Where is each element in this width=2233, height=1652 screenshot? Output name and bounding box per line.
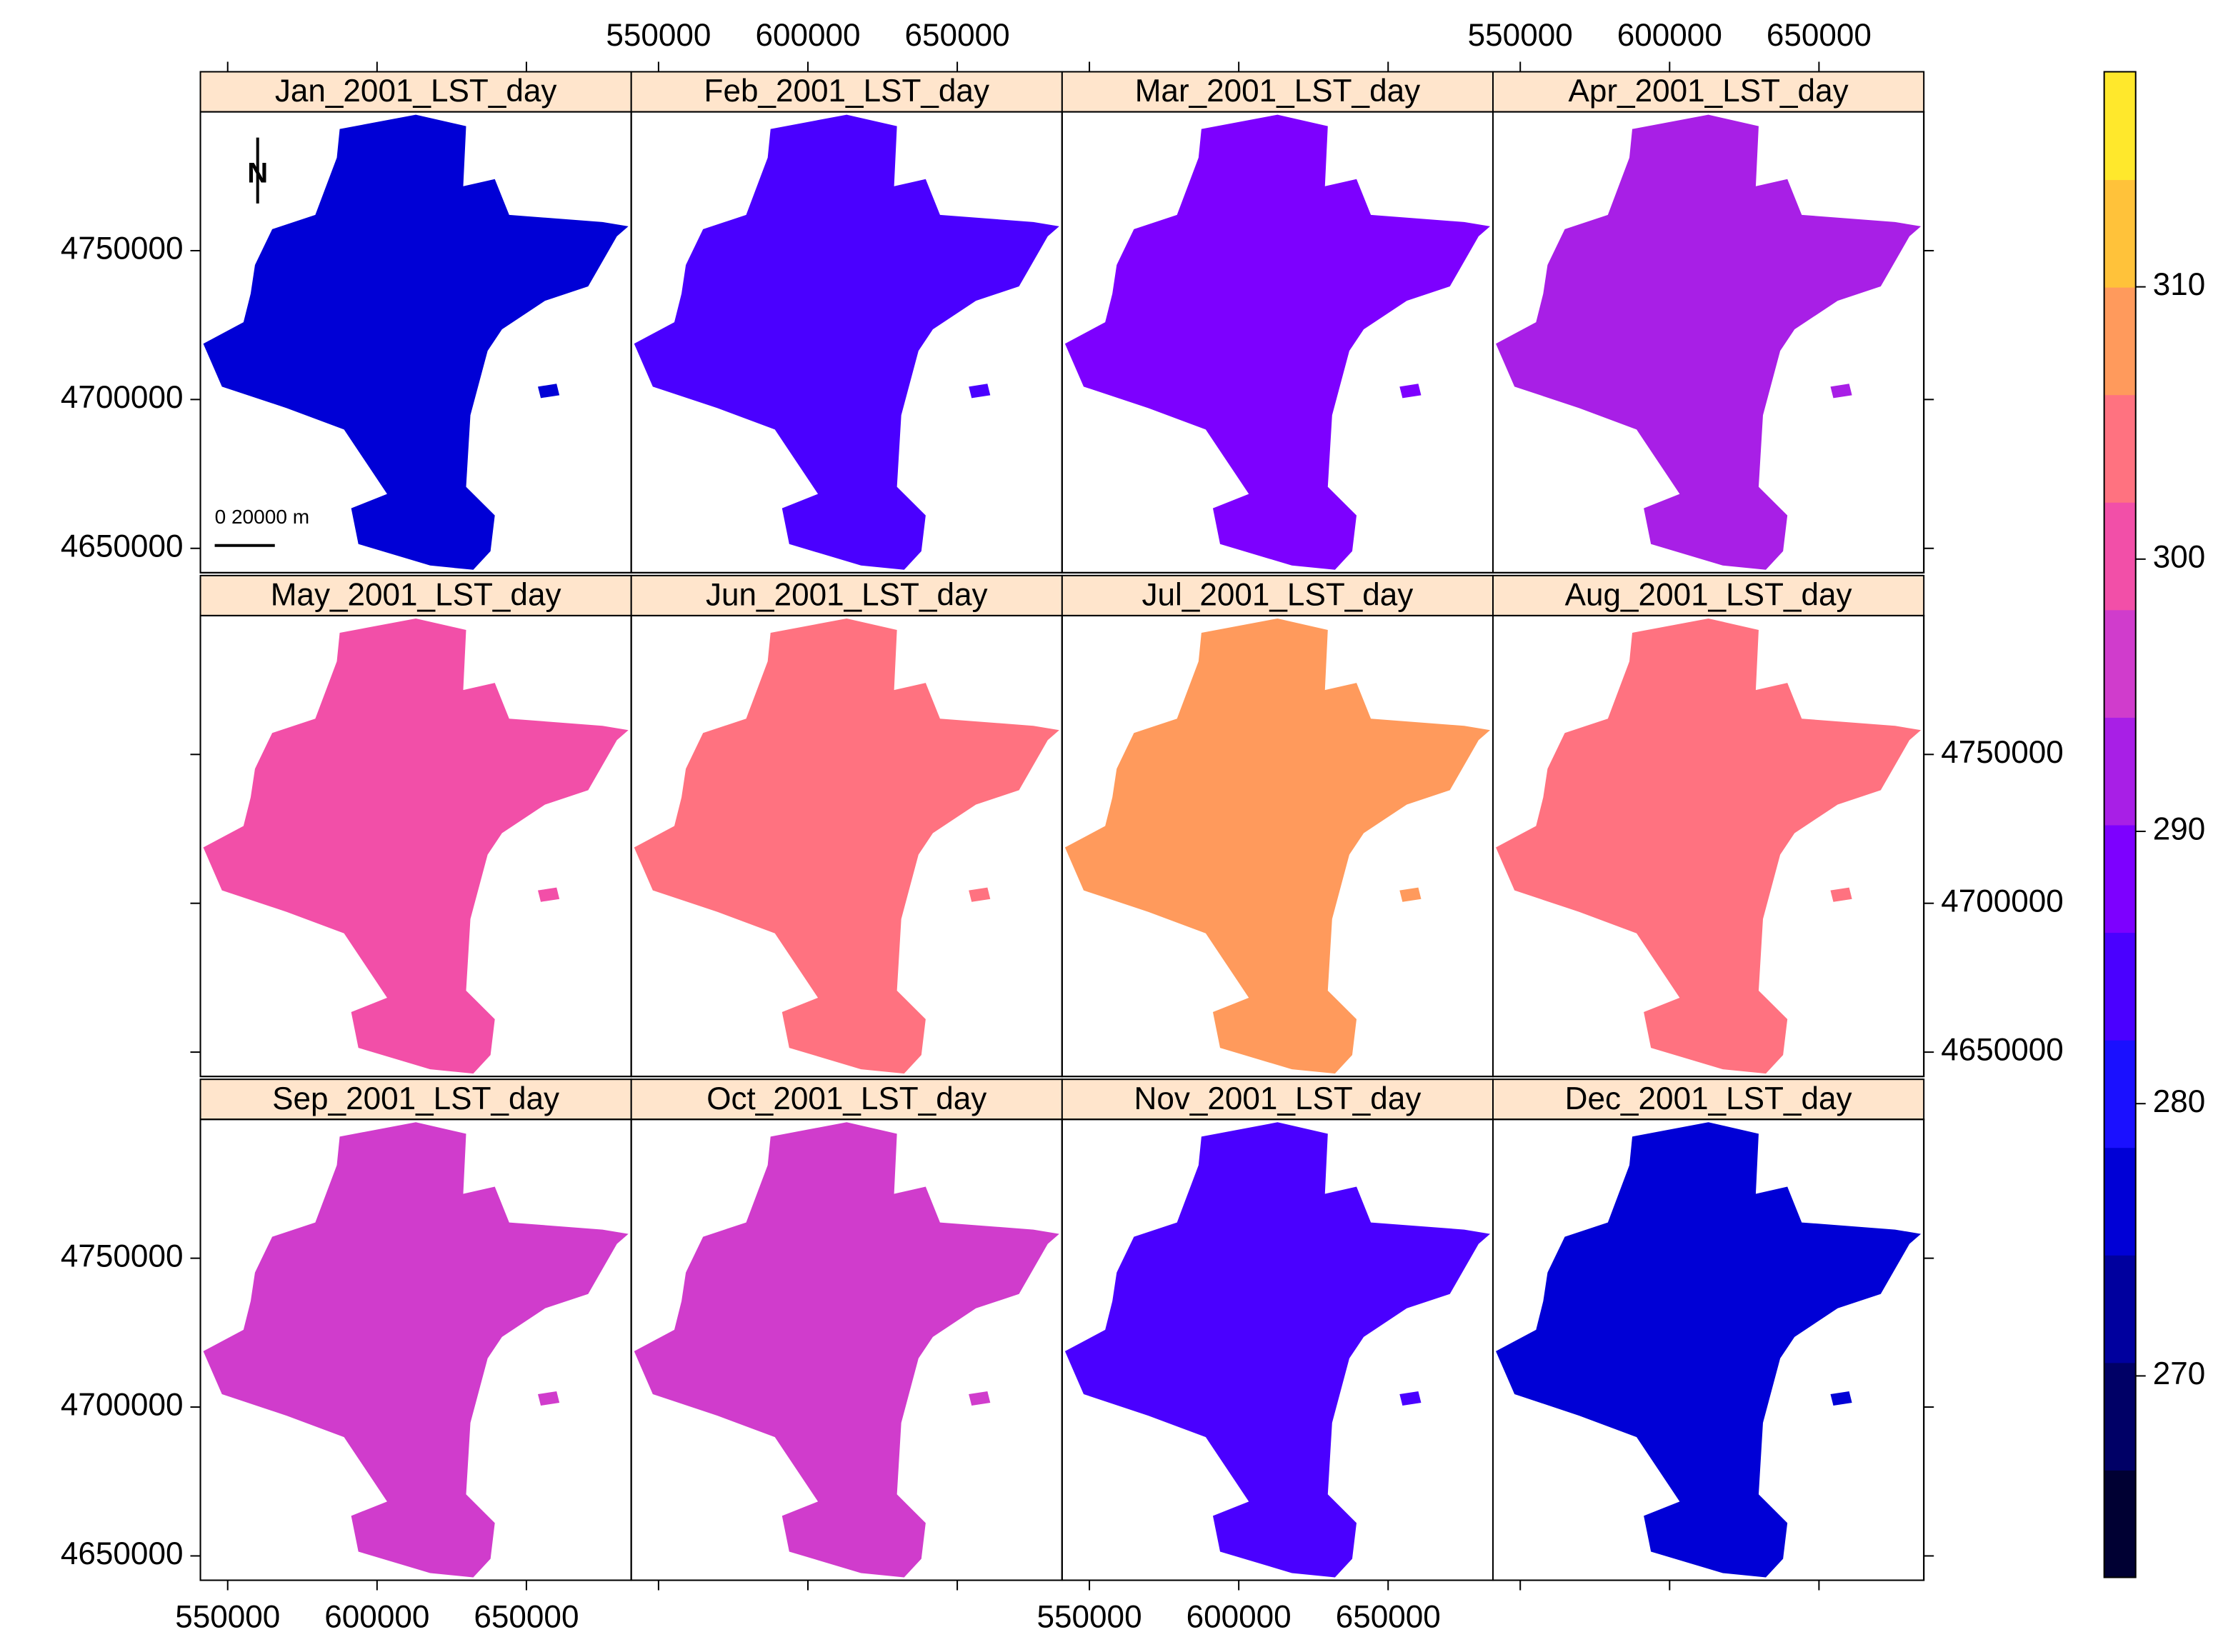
x-tick-label: 650000 <box>1336 1599 1441 1634</box>
x-tick-label: 550000 <box>1037 1599 1142 1634</box>
panel-title: Sep_2001_LST_day <box>272 1081 559 1116</box>
panel-border <box>1492 1118 1925 1581</box>
region-island <box>1830 1391 1852 1406</box>
x-tick-label: 550000 <box>175 1599 280 1634</box>
colorkey-band <box>2104 716 2136 826</box>
region-island <box>1830 384 1852 399</box>
region <box>203 114 629 570</box>
region <box>1496 618 1922 1074</box>
strip <box>199 574 632 616</box>
x-tick-label: 650000 <box>1767 18 1872 53</box>
strip <box>1492 574 1925 616</box>
region-island <box>1399 384 1422 399</box>
panel-title: Nov_2001_LST_day <box>1134 1081 1421 1116</box>
colorkey-label: 280 <box>2153 1084 2206 1119</box>
panel-border <box>1492 111 1925 574</box>
panel-title: Jun_2001_LST_day <box>706 578 988 613</box>
panel-title: Jul_2001_LST_day <box>1142 578 1414 613</box>
panel-title: May_2001_LST_day <box>271 578 561 613</box>
region-island <box>538 384 560 399</box>
y-tick-label: 4700000 <box>61 380 184 415</box>
strip <box>1061 71 1494 113</box>
y-tick-label: 4700000 <box>61 1388 184 1423</box>
colorkey-band <box>2104 1362 2136 1471</box>
colorkey-band <box>2104 932 2136 1041</box>
colorkey-frame <box>2103 71 2137 1578</box>
region <box>634 618 1059 1074</box>
region <box>1064 1122 1490 1578</box>
x-tick-label: 650000 <box>474 1599 579 1634</box>
panel-title: Dec_2001_LST_day <box>1565 1081 1852 1116</box>
y-tick-label: 4750000 <box>1941 735 2064 770</box>
colorkey-band <box>2104 501 2136 611</box>
y-tick-label: 4700000 <box>1941 883 2064 918</box>
colorkey-band <box>2104 824 2136 933</box>
strip <box>1492 71 1925 113</box>
panel-title: Jan_2001_LST_day <box>275 74 557 109</box>
panel-title: Aug_2001_LST_day <box>1565 578 1852 613</box>
region <box>1496 1122 1922 1578</box>
colorkey-label: 290 <box>2153 812 2206 847</box>
strip <box>199 1078 632 1121</box>
x-tick-label: 550000 <box>606 18 711 53</box>
colorkey-band <box>2104 71 2136 181</box>
panel-title: Feb_2001_LST_day <box>704 74 989 109</box>
colorkey-band <box>2104 1147 2136 1256</box>
y-tick-label: 4750000 <box>61 231 184 266</box>
strip <box>1061 1078 1494 1121</box>
region-island <box>1399 887 1422 902</box>
panel-border <box>1492 614 1925 1078</box>
region <box>1064 114 1490 570</box>
colorkey-label: 310 <box>2153 267 2206 302</box>
x-tick-label: 600000 <box>1187 1599 1292 1634</box>
strip <box>1061 574 1494 616</box>
y-tick-label: 4650000 <box>61 529 184 564</box>
x-tick-label: 600000 <box>324 1599 429 1634</box>
region <box>1064 618 1490 1074</box>
colorkey-band <box>2104 1039 2136 1148</box>
region <box>203 1122 629 1578</box>
region <box>634 1122 1059 1578</box>
colorkey-band <box>2104 394 2136 503</box>
region-island <box>969 1391 991 1406</box>
panel-title: Oct_2001_LST_day <box>706 1081 986 1116</box>
y-tick-label: 4650000 <box>1941 1033 2064 1068</box>
region-island <box>538 887 560 902</box>
region <box>1496 114 1922 570</box>
panel-title: Apr_2001_LST_day <box>1569 74 1849 109</box>
colorkey-band <box>2104 1254 2136 1363</box>
colorkey-band <box>2104 1469 2136 1578</box>
region-island <box>1399 1391 1422 1406</box>
region-island <box>538 1391 560 1406</box>
colorkey-band <box>2104 286 2136 396</box>
strip <box>199 71 632 113</box>
region-island <box>969 384 991 399</box>
region-island <box>969 887 991 902</box>
y-tick-label: 4750000 <box>61 1238 184 1273</box>
x-tick-label: 650000 <box>905 18 1010 53</box>
colorkey-band <box>2104 609 2136 718</box>
region <box>203 618 629 1074</box>
y-tick-label: 4650000 <box>61 1536 184 1571</box>
x-tick-label: 550000 <box>1468 18 1573 53</box>
region <box>634 114 1059 570</box>
scalebar-label: 0 20000 m <box>215 506 310 528</box>
x-tick-label: 600000 <box>1617 18 1722 53</box>
colorkey-band <box>2104 179 2136 288</box>
colorkey-label: 270 <box>2153 1356 2206 1391</box>
colorkey-label: 300 <box>2153 539 2206 574</box>
panel-title: Mar_2001_LST_day <box>1135 74 1420 109</box>
region-island <box>1830 887 1852 902</box>
x-tick-label: 600000 <box>755 18 860 53</box>
